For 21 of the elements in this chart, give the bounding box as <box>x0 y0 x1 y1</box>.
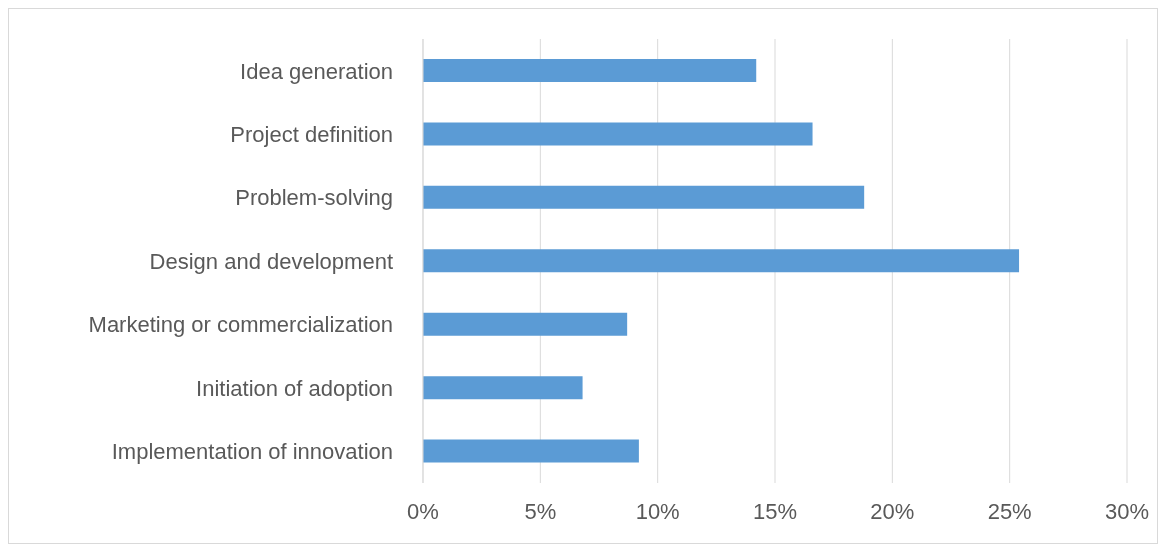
y-tick-label: Initiation of adoption <box>196 375 393 401</box>
x-tick-label: 5% <box>524 498 557 524</box>
bar <box>423 312 628 336</box>
y-tick-label: Project definition <box>230 121 393 147</box>
bar <box>423 122 813 146</box>
x-tick-label: 30% <box>1104 498 1150 524</box>
bar <box>423 439 639 463</box>
x-tick-label: 10% <box>635 498 680 524</box>
y-tick-label: Design and development <box>149 248 393 274</box>
y-tick-label: Problem-solving <box>235 185 393 211</box>
x-tick-label: 20% <box>870 498 915 524</box>
bar <box>423 249 1020 273</box>
bar <box>423 59 757 82</box>
x-tick-label: 15% <box>752 498 798 524</box>
bar <box>423 185 865 209</box>
y-tick-label: Idea generation <box>240 58 393 84</box>
y-tick-label: Marketing or commercialization <box>88 312 393 338</box>
x-tick-label: 0% <box>407 498 439 524</box>
x-tick-label: 25% <box>987 498 1032 524</box>
y-tick-label: Implementation of innovation <box>111 439 393 465</box>
bar <box>423 376 583 400</box>
